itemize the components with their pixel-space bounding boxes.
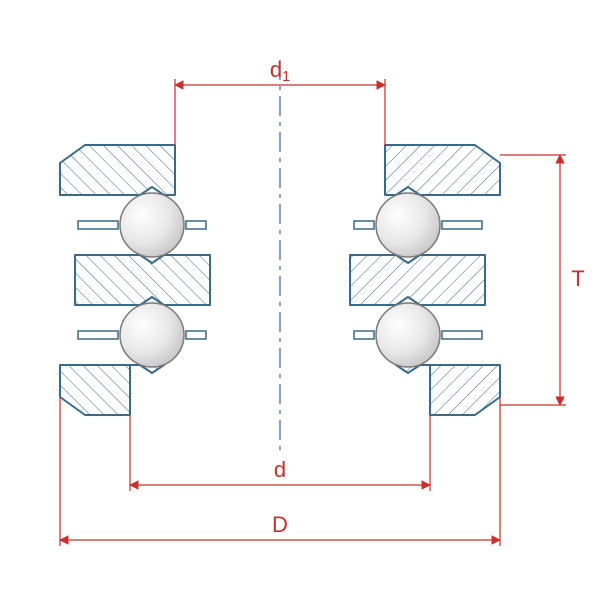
svg-text:T: T	[571, 266, 584, 291]
svg-text:d: d	[274, 457, 286, 482]
bearing-diagram: d1dDT	[0, 0, 600, 600]
svg-text:D: D	[272, 512, 288, 537]
